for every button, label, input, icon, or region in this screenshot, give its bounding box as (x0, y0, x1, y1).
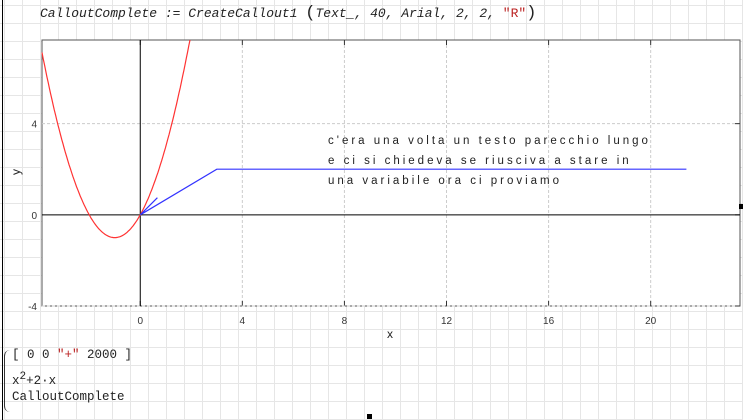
plot-frame (41, 39, 741, 307)
matrix-values-end: 2000 ] (79, 348, 133, 362)
expr-base: x (12, 374, 20, 389)
arg-align: "R" (502, 6, 527, 21)
system-row-callout: CalloutComplete (12, 390, 125, 404)
formula-lhs: CalloutComplete (40, 6, 158, 21)
expr-exponent: 2 (19, 371, 27, 383)
system-row-expression: x2+2·x (4, 367, 132, 390)
parabola-series (41, 39, 191, 239)
callout-definition-formula[interactable]: CalloutComplete := CreateCallout1 (Text_… (40, 4, 537, 23)
x-tick-label: 20 (645, 316, 657, 327)
arg-size: 40 (370, 6, 386, 21)
plot-grid (42, 40, 740, 307)
arg-x: 2 (455, 6, 464, 21)
arg-text: Text_ (315, 6, 355, 21)
assign-operator: := (157, 6, 189, 21)
worksheet-left-border (2, 0, 3, 420)
x-tick-label: 8 (342, 316, 348, 327)
y-tick-label: 4 (31, 120, 37, 131)
arg-font: Arial (401, 6, 441, 21)
system-brace (4, 350, 10, 412)
y-tick-label: -4 (28, 302, 37, 313)
expr-rest: +2·x (26, 374, 57, 389)
matrix-values: [ 0 0 (12, 348, 58, 362)
y-tick-label: 0 (31, 211, 37, 222)
callout-text-line: una variabile ora ci proviamo (328, 175, 562, 187)
formula-function: CreateCallout1 (188, 6, 298, 21)
y-axis-label: y (9, 169, 23, 175)
plot-data-system[interactable]: [ 0 0 "+" 2000 ] x2+2·x CalloutComplete (4, 348, 132, 412)
x-tick-label: 0 (137, 316, 143, 327)
system-row-matrix: [ 0 0 "+" 2000 ] (4, 348, 132, 367)
matrix-string: "+" (57, 348, 80, 362)
plot-resize-handle[interactable] (367, 414, 372, 419)
callout-text-line: e ci si chiedeva se riusciva a stare in (328, 155, 632, 167)
x-tick-label: 4 (240, 316, 246, 327)
arg-y: 2 (479, 6, 488, 21)
x-tick-label: 16 (543, 316, 555, 327)
callout-text-line: c'era una volta un testo parecchio lungo (328, 135, 651, 147)
x-tick-label: 12 (441, 316, 453, 327)
x-axis-label: x (387, 327, 393, 341)
tick-labels: 0 4 8 12 16 20 4 0 -4 (28, 120, 657, 327)
plot-axes (42, 40, 740, 306)
plot-resize-handle[interactable] (739, 204, 743, 209)
callout-leader-series (139, 168, 687, 216)
